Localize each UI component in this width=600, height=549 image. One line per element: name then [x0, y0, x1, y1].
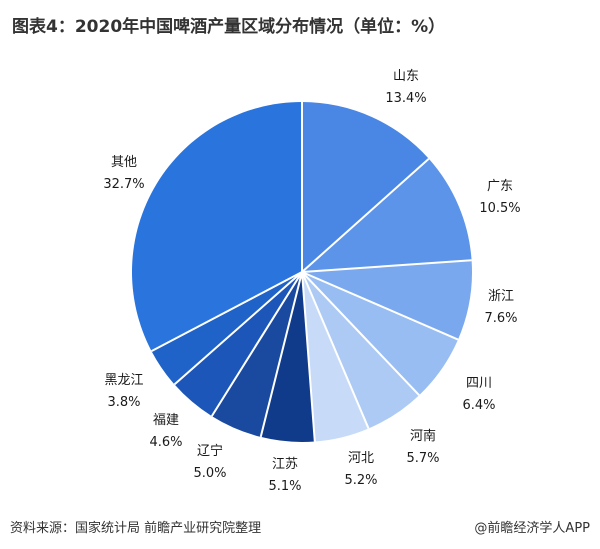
pie-slice-0: [302, 102, 429, 272]
slice-separator-5: [301, 271, 370, 429]
slice-value-label-7: 5.0%: [193, 466, 226, 481]
slice-name-label-4: 河南: [410, 428, 436, 444]
pie-slice-6: [260, 272, 315, 443]
slice-value-label-9: 3.8%: [107, 395, 140, 410]
slice-separators: [151, 102, 472, 442]
slice-name-label-10: 其他: [111, 155, 137, 170]
pie-slices: [131, 101, 472, 443]
pie-slice-1: [302, 158, 472, 272]
slice-value-label-1: 10.5%: [479, 201, 520, 216]
slice-value-label-5: 5.2%: [344, 473, 377, 488]
slice-name-label-2: 浙江: [488, 289, 514, 304]
slice-value-label-10: 32.7%: [103, 177, 144, 192]
slice-separator-3: [301, 271, 459, 341]
pie-slice-5: [302, 272, 369, 442]
slice-separator-6: [301, 271, 316, 442]
slice-value-label-8: 4.6%: [149, 435, 182, 450]
pie-slice-7: [211, 272, 302, 437]
pie-slice-9: [151, 272, 302, 385]
slice-separator-1: [301, 158, 430, 273]
slice-value-label-3: 6.4%: [462, 398, 495, 413]
slice-name-label-5: 河北: [348, 451, 374, 466]
pie-slice-8: [174, 272, 302, 417]
slice-name-label-6: 江苏: [272, 456, 298, 472]
pie-slice-2: [302, 260, 472, 340]
slice-separator-9: [173, 271, 303, 386]
slice-name-label-3: 四川: [466, 376, 492, 391]
slice-name-label-1: 广东: [487, 179, 513, 194]
source-note: 资料来源：国家统计局 前瞻产业研究院整理: [10, 521, 262, 536]
slice-separator-10: [151, 271, 303, 352]
slice-labels: 山东 13.4% 广东 10.5% 浙江 7.6% 四川 6.4% 河南 5.7% 河北 5.2% 江苏…: [103, 69, 520, 494]
brand-credit: @前瞻经济学人APP: [474, 521, 590, 536]
slice-separator-8: [210, 271, 303, 417]
slice-separator-4: [301, 271, 420, 396]
slice-value-label-2: 7.6%: [484, 311, 517, 326]
slice-separator-2: [301, 259, 472, 273]
slice-name-label-8: 福建: [153, 413, 179, 428]
slice-value-label-4: 5.7%: [406, 451, 439, 466]
pie-slice-3: [302, 272, 459, 396]
slice-name-label-0: 山东: [393, 69, 419, 84]
slice-name-label-9: 黑龙江: [104, 373, 143, 388]
slice-name-label-7: 辽宁: [197, 443, 223, 459]
chart-title: 图表4：2020年中国啤酒产量区域分布情况（单位：%）: [12, 17, 446, 37]
pie-slice-10: [131, 101, 302, 352]
pie-slice-4: [302, 272, 420, 429]
slice-value-label-0: 13.4%: [385, 91, 426, 106]
slice-separator-7: [259, 271, 303, 438]
slice-value-label-6: 5.1%: [268, 479, 301, 494]
